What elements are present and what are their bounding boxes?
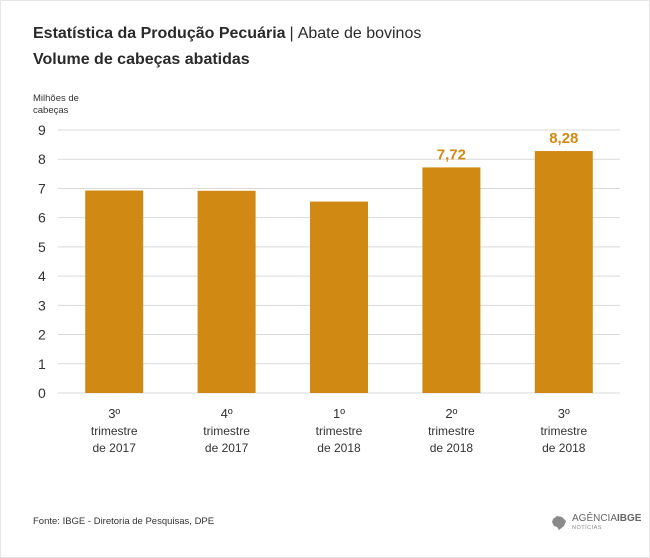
brazil-map-icon — [552, 516, 566, 530]
data-labels: 7,72 8,28 — [437, 130, 579, 163]
y-tick-label: 8 — [38, 151, 46, 167]
x-tick-label-2-line-2: trimestre — [203, 424, 250, 438]
data-label-bar-4: 7,72 — [437, 146, 466, 163]
chart-title: Estatística da Produção Pecuária | Abate d… — [33, 25, 421, 43]
x-tick-label-3-line-1: 1º — [333, 406, 345, 421]
y-tick-labels: 0 1 2 3 4 5 6 7 8 9 — [38, 122, 46, 401]
y-axis-label: Milhões de cabeças — [33, 93, 93, 117]
x-tick-label-1-line-2: trimestre — [91, 424, 138, 438]
y-tick-label: 9 — [38, 122, 46, 138]
x-tick-label-4-line-1: 2º — [445, 406, 457, 421]
y-axis-label-line-2: cabeças — [33, 105, 69, 116]
x-tick-label-4-line-3: de 2018 — [430, 441, 474, 455]
y-tick-label: 5 — [38, 239, 46, 255]
title-main: Estatística da Produção Pecuária — [33, 25, 286, 42]
logo-text-agencia: AGÊNCIA — [572, 512, 618, 524]
y-tick-label: 0 — [38, 385, 46, 401]
bar-4 — [422, 167, 481, 393]
y-tick-label: 2 — [38, 327, 46, 343]
x-tick-label-4-line-2: trimestre — [428, 424, 475, 438]
x-tick-label-5-line-1: 3º — [558, 406, 570, 421]
logo-text-noticias: NOTÍCIAS — [572, 524, 602, 531]
y-axis-label-line-1: Milhões de — [33, 93, 79, 104]
x-tick-label-5-line-2: trimestre — [540, 424, 587, 438]
title-separator: | — [289, 25, 294, 42]
y-tick-label: 1 — [38, 356, 46, 372]
y-tick-label: 7 — [38, 180, 46, 196]
x-tick-label-2-line-1: 4º — [221, 406, 233, 421]
chart-subtitle: Volume de cabeças abatidas — [33, 51, 250, 68]
x-tick-label-1-line-1: 3º — [108, 406, 120, 421]
bar-1 — [85, 190, 144, 393]
bars — [85, 151, 593, 393]
bar-2 — [197, 190, 256, 393]
y-tick-label: 3 — [38, 297, 46, 313]
x-tick-label-1-line-3: de 2017 — [93, 441, 137, 455]
y-tick-label: 6 — [38, 210, 46, 226]
x-tick-label-5-line-3: de 2018 — [542, 441, 586, 455]
x-tick-label-2-line-3: de 2017 — [205, 441, 249, 455]
x-tick-labels: 3º trimestre de 2017 4º trimestre de 2017 1º tr… — [91, 406, 588, 455]
bar-5 — [534, 151, 593, 393]
source-note: Fonte: IBGE - Diretoria de Pesquisas, DP… — [33, 516, 215, 527]
title-topic: Abate de bovinos — [297, 25, 422, 42]
x-tick-label-3-line-3: de 2018 — [317, 441, 361, 455]
logo-text: AGÊNCIAIBGE NOTÍCIAS — [572, 512, 642, 533]
agencia-ibge-logo: AGÊNCIAIBGE NOTÍCIAS — [550, 512, 641, 534]
data-label-bar-5: 8,28 — [549, 130, 578, 147]
y-tick-label: 4 — [38, 268, 46, 284]
x-tick-label-3-line-2: trimestre — [316, 424, 363, 438]
logo-text-ibge: IBGE — [617, 512, 642, 524]
bar-3 — [310, 201, 368, 393]
